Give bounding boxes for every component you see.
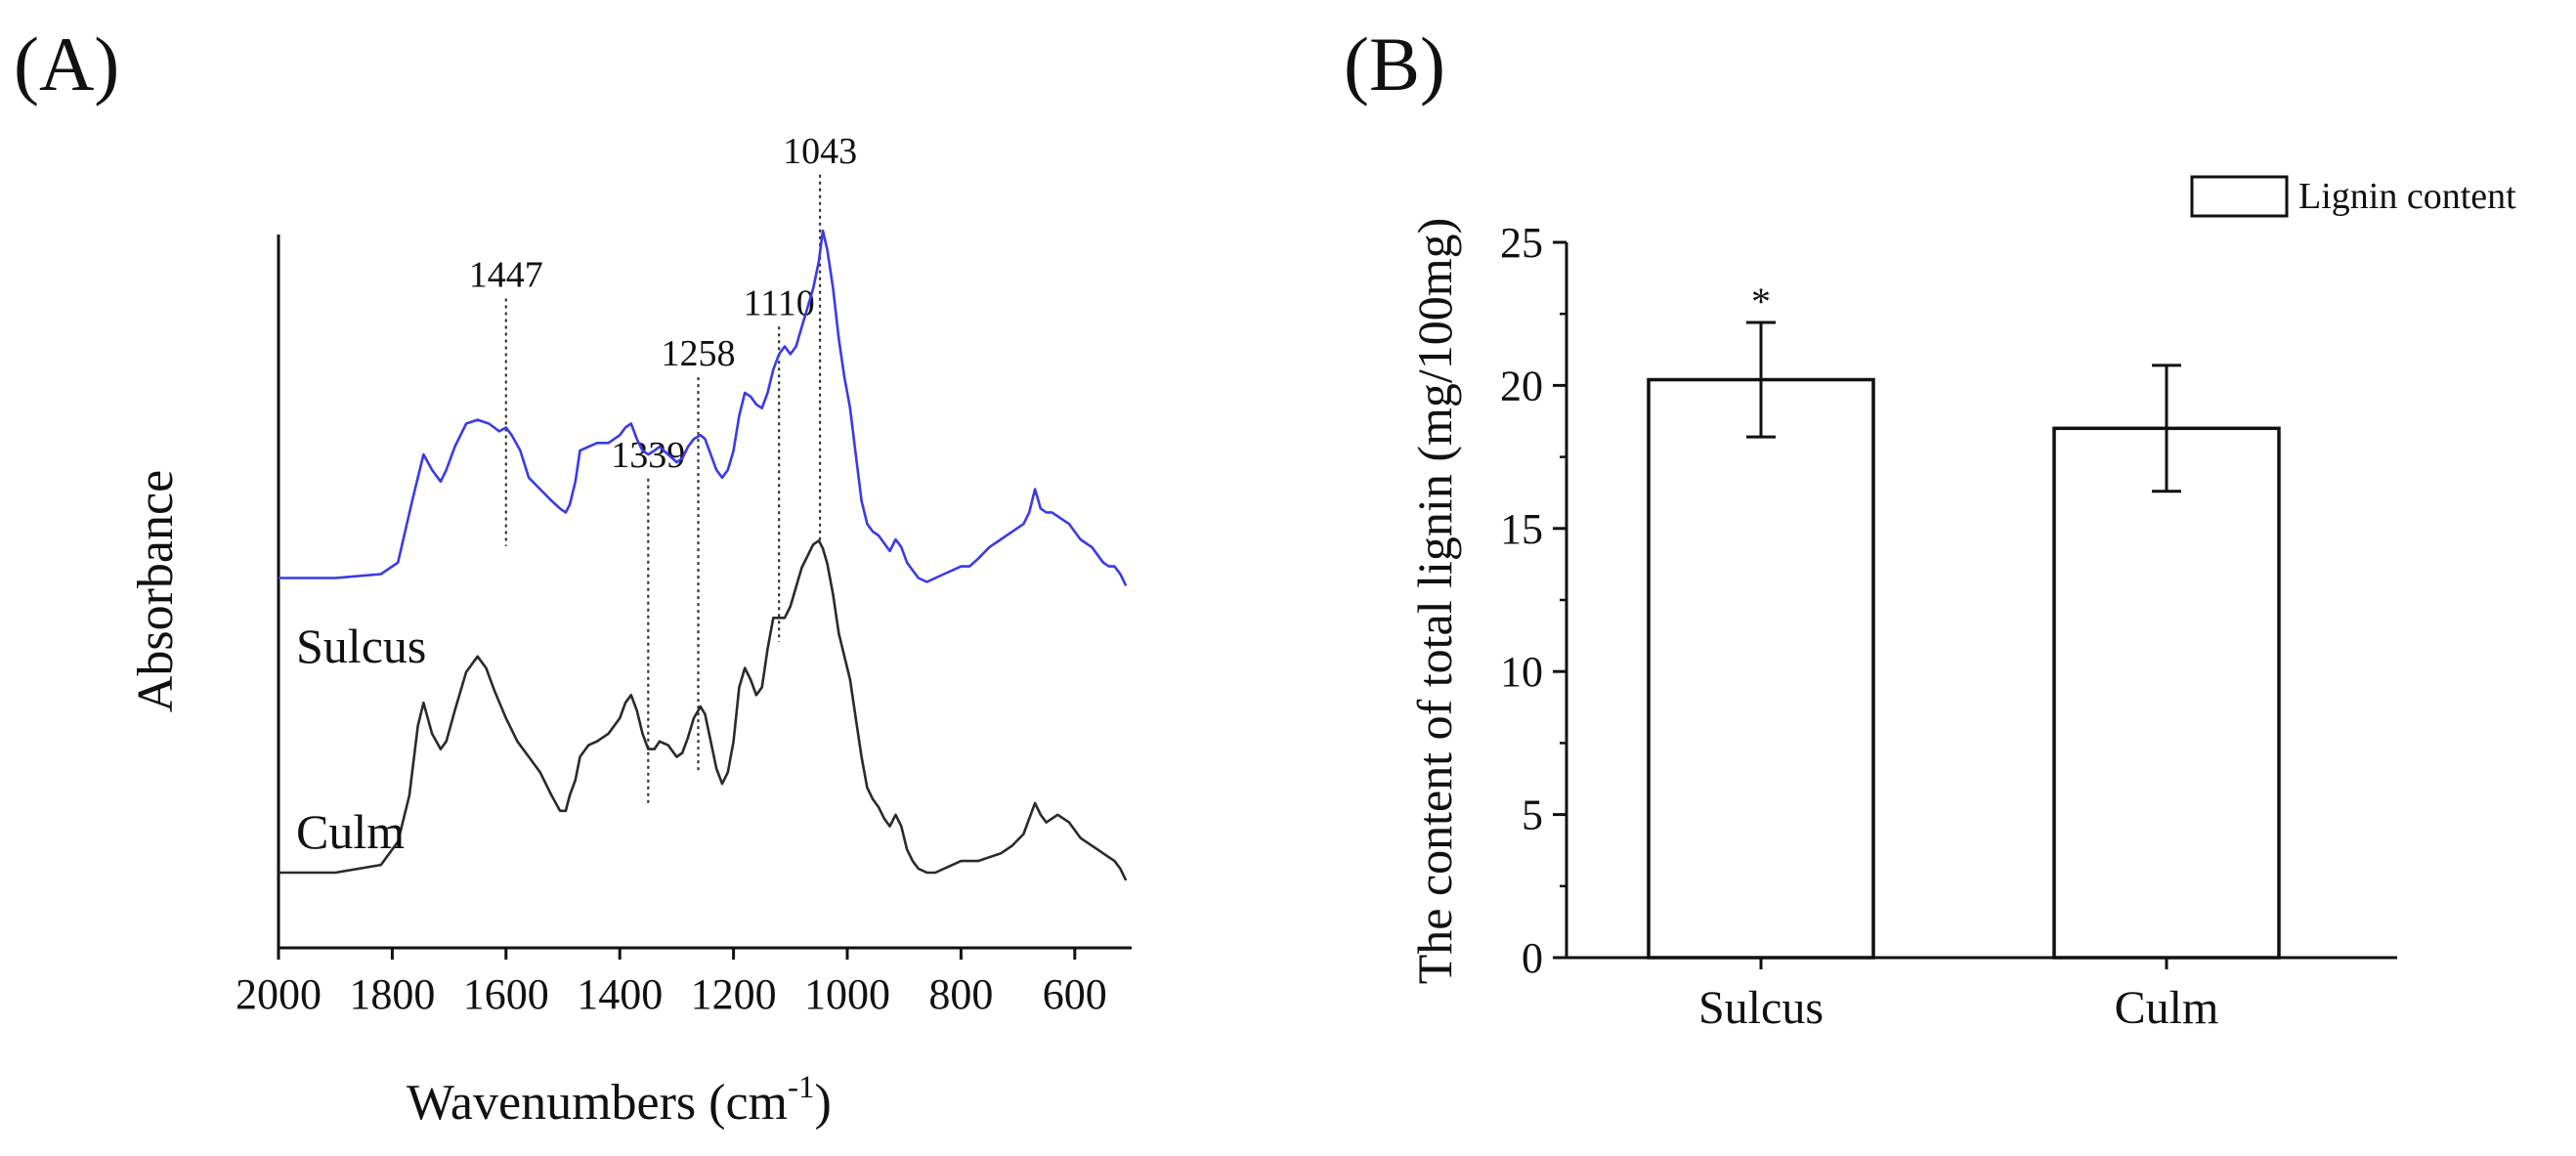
chart-b-ytick-label: 20: [1500, 362, 1543, 409]
chart-a-annotation-label: 1258: [662, 333, 736, 374]
chart-a-annotation-label: 1043: [783, 131, 857, 172]
panel-label-b: (B): [1344, 21, 1445, 107]
chart-b-significance-mark: *: [1751, 279, 1771, 323]
chart-b-legend: Lignin content: [2190, 175, 2516, 218]
chart-a: 2000 1800 1600 1400 1200 1000 800 600 144713391…: [128, 131, 1132, 1131]
chart-a-xtick-label: 800: [928, 970, 993, 1018]
chart-a-annotation-label: 1447: [469, 254, 543, 295]
chart-a-series-culm: [279, 539, 1128, 881]
chart-b-ticks: 0 5 10 15 20 25: [1500, 219, 1567, 982]
chart-a-xlabel-sup: -1: [788, 1070, 815, 1105]
chart-b-ytick-label: 5: [1522, 792, 1543, 839]
chart-b-ytick-label: 0: [1522, 934, 1543, 982]
chart-a-series-sulcus: [279, 229, 1128, 586]
chart-b-ytick-label: 25: [1500, 219, 1543, 267]
chart-a-xtick-label: 1600: [463, 970, 549, 1018]
chart-b-category-label: Sulcus: [1698, 982, 1824, 1034]
chart-a-xtick-label: 1400: [577, 970, 663, 1018]
chart-b-bars: * Sulcus Culm: [1647, 279, 2281, 1034]
chart-b: 0 5 10 15 20 25 * Sulcus Culm Lignin content Th…: [1407, 175, 2516, 1034]
chart-a-xtick-label: 600: [1043, 970, 1107, 1018]
chart-b-bar-culm: [2052, 426, 2281, 960]
chart-a-xlabel-tail: ): [815, 1075, 832, 1131]
legend-label: Lignin content: [2298, 176, 2516, 217]
chart-a-ylabel: Absorbance: [128, 470, 184, 712]
chart-a-series: [279, 229, 1128, 881]
chart-a-xlabel-main: Wavenumbers (cm: [407, 1075, 788, 1131]
chart-b-bar-sulcus: [1647, 377, 1875, 960]
chart-a-xtick-label: 1200: [691, 970, 777, 1018]
chart-b-ytick-label: 10: [1500, 648, 1543, 696]
legend-swatch: [2190, 175, 2289, 218]
chart-b-ytick-label: 15: [1500, 505, 1543, 553]
chart-a-series-label-sulcus: Sulcus: [296, 619, 426, 673]
chart-b-category-label: Culm: [2115, 982, 2219, 1034]
panel-label-a: (A): [14, 21, 119, 107]
chart-a-series-label-culm: Culm: [296, 804, 405, 859]
chart-a-xtick-label: 2000: [236, 970, 322, 1018]
chart-a-xtick-label: 1000: [804, 970, 890, 1018]
chart-a-xtick-label: 1800: [349, 970, 435, 1018]
chart-a-annotation-label: 1110: [744, 282, 815, 323]
chart-a-ticks: 2000 1800 1600 1400 1200 1000 800 600: [236, 948, 1107, 1018]
chart-a-xlabel: Wavenumbers (cm-1): [407, 1070, 832, 1131]
chart-b-ylabel: The content of total lignin (mg/100mg): [1407, 218, 1462, 985]
